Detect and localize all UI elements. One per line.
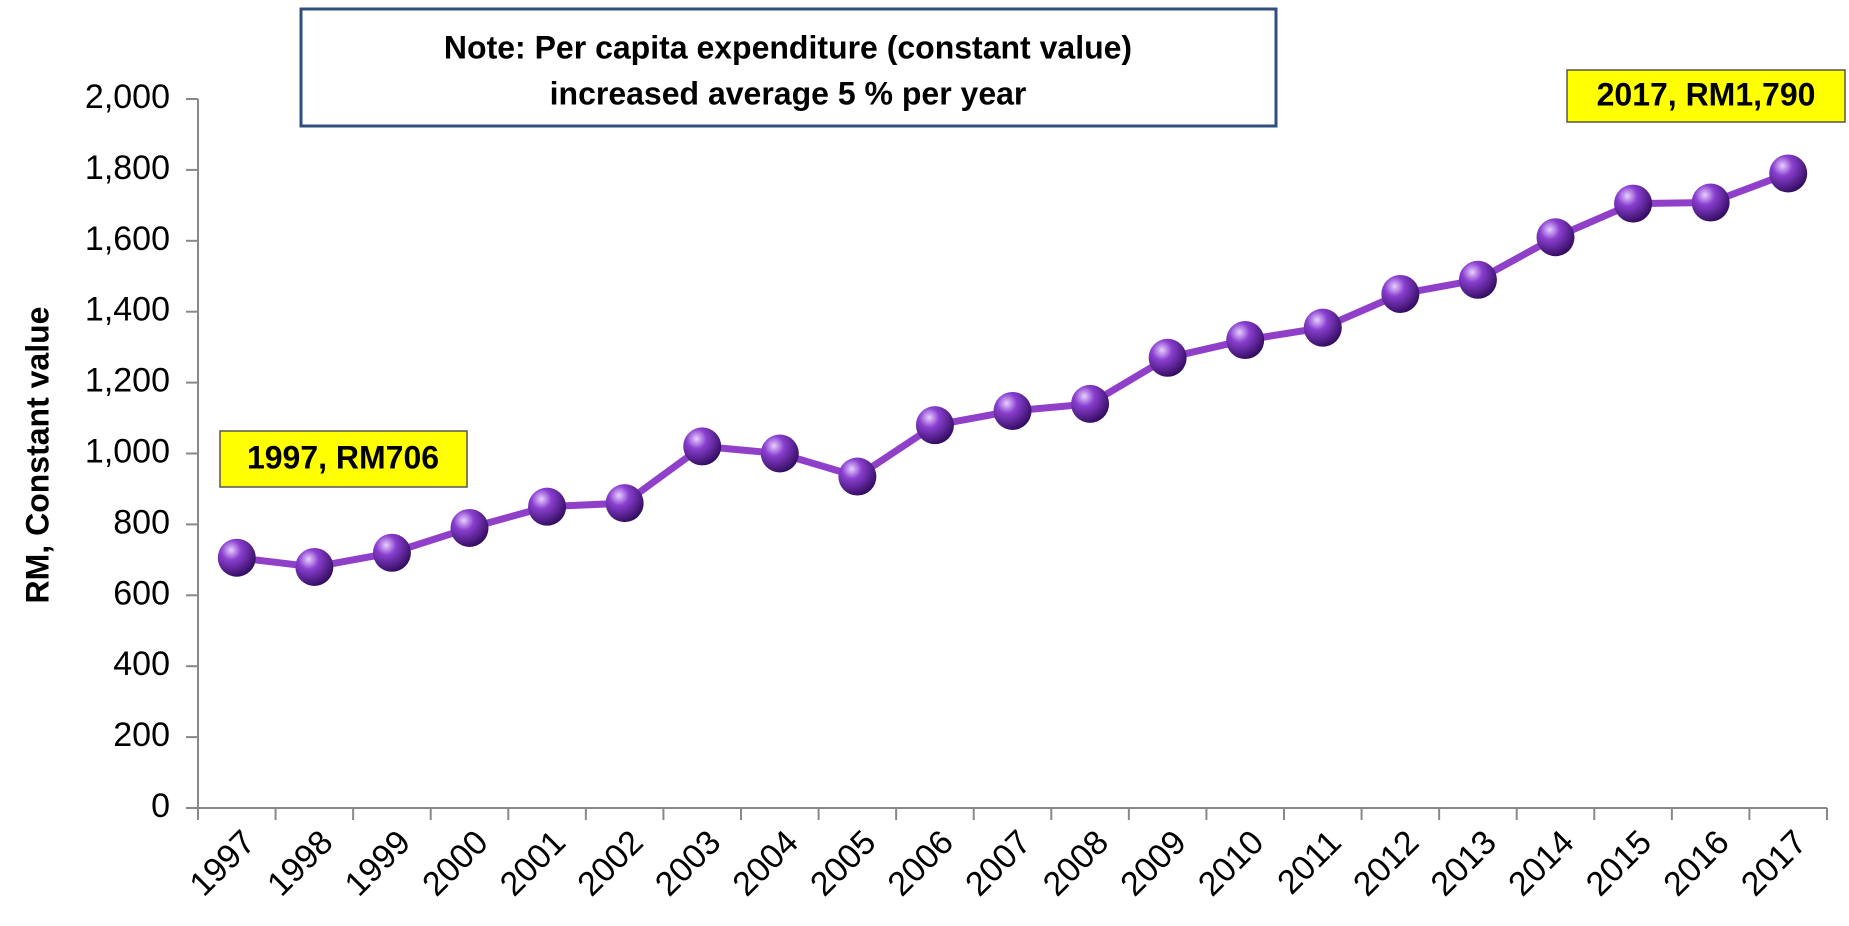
note-box (299, 7, 1278, 128)
marker (1614, 184, 1653, 223)
marker (217, 538, 256, 577)
x-tick-label: 2003 (648, 823, 728, 903)
marker (528, 487, 567, 526)
x-tick-label: 2005 (803, 823, 883, 903)
marker (372, 533, 411, 572)
x-tick-label: 2006 (881, 823, 961, 903)
annotation-box (219, 430, 468, 488)
marker (993, 391, 1032, 430)
x-tick-label: 2002 (570, 823, 650, 903)
marker (683, 427, 722, 466)
x-tick-label: 2007 (958, 823, 1038, 903)
x-tick-label: 2004 (725, 823, 805, 903)
marker (915, 406, 954, 445)
y-tick-label: 1,000 (85, 432, 170, 470)
x-tick-label: 2011 (1270, 823, 1349, 902)
marker (450, 508, 489, 547)
y-tick-label: 800 (113, 503, 170, 541)
y-tick-label: 1,800 (85, 149, 170, 187)
x-tick-label: 2016 (1656, 823, 1736, 903)
y-tick-label: 2,000 (85, 78, 170, 116)
y-tick-label: 1,600 (85, 220, 170, 258)
marker (1381, 274, 1420, 313)
y-tick-label: 1,200 (85, 362, 170, 400)
annotation: 1997, RM706 (247, 439, 439, 475)
x-tick-label: 2014 (1501, 823, 1581, 903)
marker (295, 547, 334, 586)
marker (1148, 338, 1187, 377)
x-tick-label: 2008 (1036, 823, 1116, 903)
marker (760, 434, 799, 473)
x-tick-label: 2013 (1424, 823, 1504, 903)
y-axis-label: RM, Constant value (19, 307, 55, 604)
y-tick-label: 400 (113, 645, 170, 683)
y-tick-label: 600 (113, 574, 170, 612)
x-tick-label: 2001 (493, 823, 573, 903)
marker (1071, 384, 1110, 423)
x-tick-label: 1999 (338, 823, 418, 903)
x-tick-label: 2012 (1346, 823, 1426, 903)
marker (1691, 183, 1730, 222)
marker (1769, 154, 1808, 193)
note-line: increased average 5 % per year (550, 75, 1027, 111)
marker (838, 457, 877, 496)
x-tick-label: 2000 (415, 823, 495, 903)
y-tick-label: 0 (151, 787, 170, 825)
y-tick-label: 1,400 (85, 291, 170, 329)
marker (1226, 321, 1265, 360)
annotation-box (1566, 69, 1846, 123)
marker (1536, 218, 1575, 257)
x-tick-label: 2009 (1113, 823, 1193, 903)
x-tick-label: 1997 (182, 823, 262, 903)
x-tick-label: 2015 (1579, 823, 1659, 903)
marker (605, 484, 644, 523)
marker (1458, 260, 1497, 299)
annotation: 2017, RM1,790 (1597, 76, 1816, 112)
marker (1303, 308, 1342, 347)
x-tick-label: 2017 (1734, 823, 1814, 903)
x-tick-label: 1998 (260, 823, 340, 903)
x-tick-label: 2010 (1191, 823, 1271, 903)
note-line: Note: Per capita expenditure (constant v… (444, 29, 1132, 65)
y-tick-label: 200 (113, 716, 170, 754)
